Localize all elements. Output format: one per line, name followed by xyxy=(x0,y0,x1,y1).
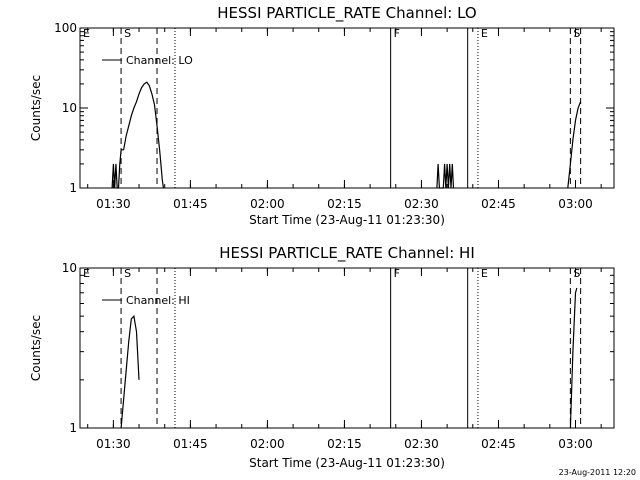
y-tick-label-10: 10 xyxy=(62,101,77,115)
series-line-channel-lo xyxy=(436,163,455,189)
x-tick-label-01-30: 01:30 xyxy=(96,437,131,451)
x-tick-label-02-30: 02:30 xyxy=(404,197,439,211)
event-label-e: E xyxy=(83,267,90,280)
x-tick-label-02-45: 02:45 xyxy=(481,197,516,211)
event-label-s: S xyxy=(573,267,580,280)
chart-panel-hi: HESSI PARTICLE_RATE Channel: HI E S F E S 1 10 0… xyxy=(29,244,615,470)
series-line-channel-lo xyxy=(111,81,164,189)
event-label-e: E xyxy=(481,267,488,280)
legend-label: Channel: HI xyxy=(126,294,190,307)
y-axis-label: Counts/sec xyxy=(29,315,43,381)
event-label-f: F xyxy=(394,27,400,40)
x-tick-label-02-15: 02:15 xyxy=(327,437,362,451)
chart-title: HESSI PARTICLE_RATE Channel: HI xyxy=(219,244,475,263)
event-label-s: S xyxy=(573,27,580,40)
y-tick-label-10: 10 xyxy=(62,261,77,275)
x-tick-label-03-00: 03:00 xyxy=(558,197,593,211)
event-label-f: F xyxy=(394,267,400,280)
series-line-channel-lo xyxy=(567,101,582,189)
y-tick-label-1: 1 xyxy=(69,421,77,435)
y-axis-label: Counts/sec xyxy=(29,75,43,141)
y-tick-label-100: 100 xyxy=(54,21,77,35)
event-label-e: E xyxy=(481,27,488,40)
legend-label: Channel: LO xyxy=(126,54,193,67)
chart-panel-lo: HESSI PARTICLE_RATE Channel: LO E S F E S 1 10 1… xyxy=(29,4,615,227)
plot-frame xyxy=(79,267,615,429)
x-tick-label-01-30: 01:30 xyxy=(96,197,131,211)
x-tick-label-01-45: 01:45 xyxy=(173,197,208,211)
series-line-channel-hi xyxy=(569,287,578,429)
x-tick-label-02-00: 02:00 xyxy=(250,437,285,451)
x-tick-label-02-00: 02:00 xyxy=(250,197,285,211)
x-tick-label-02-30: 02:30 xyxy=(404,437,439,451)
x-tick-label-01-45: 01:45 xyxy=(173,437,208,451)
plot-frame xyxy=(79,27,615,189)
x-tick-label-02-15: 02:15 xyxy=(327,197,362,211)
y-tick-label-1: 1 xyxy=(69,181,77,195)
event-label-e: E xyxy=(83,27,90,40)
event-label-s: S xyxy=(124,267,131,280)
event-label-s: S xyxy=(124,27,131,40)
series-line-channel-hi xyxy=(120,314,140,429)
x-axis-label: Start Time (23-Aug-11 01:23:30) xyxy=(249,213,445,227)
x-axis-label: Start Time (23-Aug-11 01:23:30) xyxy=(249,456,445,470)
chart-title: HESSI PARTICLE_RATE Channel: LO xyxy=(217,4,476,23)
x-tick-label-02-45: 02:45 xyxy=(481,437,516,451)
date-stamp: 23-Aug-2011 12:20 xyxy=(559,468,636,477)
x-tick-label-03-00: 03:00 xyxy=(558,437,593,451)
